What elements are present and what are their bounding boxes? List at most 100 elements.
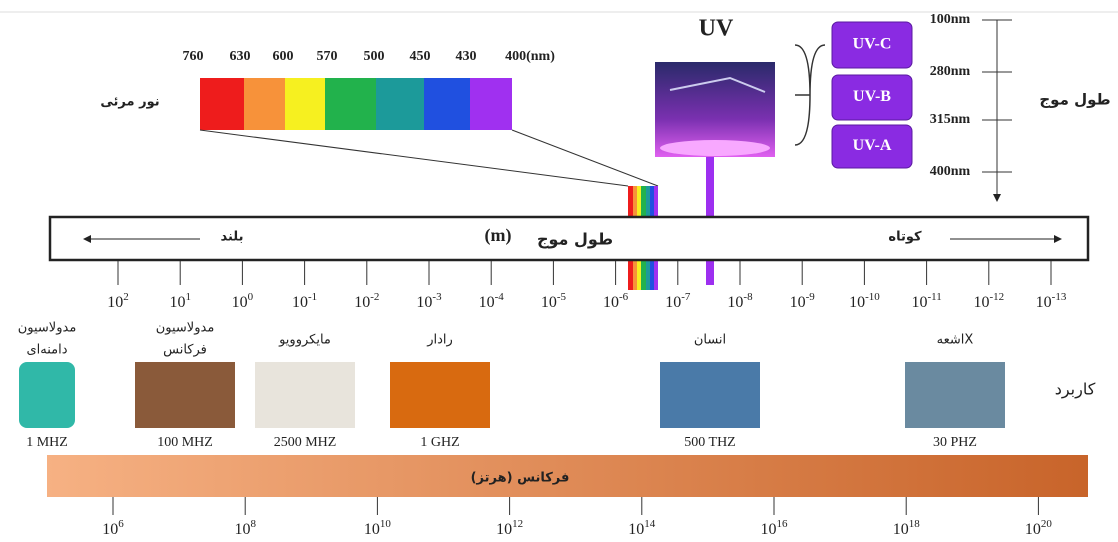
- visible-wavelength: 630: [230, 49, 251, 64]
- application-image: [135, 362, 235, 428]
- wavelength-tick-label-base: 10: [541, 294, 557, 311]
- uv-wavelength: 400nm: [930, 164, 971, 179]
- wavelength-tick-label: 10-8: [727, 291, 753, 311]
- wavelength-tick-label-exp: 1: [185, 291, 191, 303]
- wavelength-tick-label: 10-11: [911, 291, 941, 311]
- long-label: بلند: [220, 230, 243, 245]
- application-name: مایکروویو: [278, 333, 331, 348]
- wavelength-tick-label-exp: -2: [370, 291, 379, 303]
- frequency-tick-label: 1012: [496, 518, 523, 538]
- application-name: اشعهX: [937, 333, 974, 348]
- uv-band-box: [831, 21, 913, 69]
- wavelength-tick-label-base: 10: [292, 294, 308, 311]
- frequency-tick-label-exp: 18: [909, 518, 921, 530]
- visible-wavelength: 430: [456, 49, 477, 64]
- frequency-tick-label-exp: 14: [644, 518, 656, 530]
- application-frequency: 1 MHZ: [26, 435, 68, 450]
- frequency-tick-label-base: 10: [628, 521, 644, 538]
- wavelength-tick-label-exp: -13: [1052, 291, 1067, 303]
- wavelength-tick-label-base: 10: [479, 294, 495, 311]
- application-image: [390, 362, 490, 428]
- frequency-tick-label: 1016: [761, 518, 789, 538]
- short-label: کوتاه: [888, 230, 922, 245]
- wavelength-tick-label: 10-6: [603, 291, 629, 311]
- visible-wavelength: 500: [364, 49, 385, 64]
- wavelength-tick-label: 10-12: [973, 291, 1004, 311]
- wavelength-tick-label: 10-7: [665, 291, 691, 311]
- wavelength-tick-label-base: 10: [849, 294, 865, 311]
- wavelength-tick-label-exp: -11: [927, 291, 941, 303]
- wavelength-tick-label-exp: -6: [619, 291, 629, 303]
- wavelength-tick-label: 10-2: [354, 291, 379, 311]
- wavelength-tick-label-base: 10: [727, 294, 743, 311]
- wavelength-tick-label-base: 10: [665, 294, 681, 311]
- frequency-tick-label-exp: 20: [1041, 518, 1053, 530]
- wavelength-tick-label: 10-4: [479, 291, 505, 311]
- uv-axis-label: طول موج: [1039, 91, 1110, 109]
- wavelength-tick-label-exp: -4: [495, 291, 505, 303]
- wavelength-tick-label-exp: 0: [248, 291, 254, 303]
- wavelength-tick-label-base: 10: [911, 294, 927, 311]
- frequency-tick-label-exp: 8: [250, 518, 256, 530]
- wavelength-box: [48, 215, 1090, 262]
- wavelength-tick-label: 10-3: [416, 291, 442, 311]
- wavelength-tick-label-base: 10: [603, 294, 619, 311]
- application-name: فرکانس: [163, 343, 207, 358]
- wavelength-tick-label-base: 10: [354, 294, 370, 311]
- application-image: [660, 362, 760, 428]
- uv-band: UV-B: [853, 88, 891, 105]
- wavelength-tick-label-base: 10: [416, 294, 432, 311]
- frequency-tick-label-base: 10: [496, 521, 512, 538]
- wavelength-tick-label-exp: -5: [557, 291, 567, 303]
- wavelength-tick-label: 10-13: [1036, 291, 1067, 311]
- wavelength-tick-label-base: 10: [1036, 294, 1052, 311]
- applications-label: کاربرد: [1055, 380, 1096, 400]
- frequency-tick-label-exp: 10: [380, 518, 392, 530]
- frequency-tick-label: 1014: [628, 518, 656, 538]
- frequency-tick-label-exp: 16: [777, 518, 789, 530]
- uv-band-box: [831, 74, 913, 121]
- wavelength-tick-label-base: 10: [107, 294, 123, 311]
- application-frequency: 1 GHZ: [420, 435, 459, 450]
- application-image: [19, 362, 75, 428]
- wavelength-tick-label-base: 10: [169, 294, 185, 311]
- application-frequency: 30 PHZ: [933, 435, 977, 450]
- wavelength-tick-label-exp: -7: [681, 291, 691, 303]
- uv-band-box: [831, 124, 913, 169]
- wavelength-label: طول موج: [537, 230, 613, 249]
- wavelength-tick-label-exp: 2: [123, 291, 129, 303]
- application-frequency: 2500 MHZ: [274, 435, 337, 450]
- frequency-tick-label: 1018: [893, 518, 921, 538]
- frequency-tick-label-exp: 12: [512, 518, 523, 530]
- frequency-tick-label-base: 10: [893, 521, 909, 538]
- application-frequency: 100 MHZ: [157, 435, 213, 450]
- frequency-tick-label-base: 10: [761, 521, 777, 538]
- frequency-label: فرکانس (هرتز): [471, 471, 570, 486]
- wavelength-tick-label-exp: -8: [743, 291, 753, 303]
- wavelength-tick-label-exp: -10: [865, 291, 880, 303]
- visible-wavelength: 450: [410, 49, 431, 64]
- visible-wavelength: 400(nm): [505, 49, 555, 64]
- visible-wavelength: 570: [317, 49, 338, 64]
- frequency-tick-label: 106: [102, 518, 124, 538]
- wavelength-tick-label: 10-9: [790, 291, 816, 311]
- wavelength-tick-label-base: 10: [973, 294, 989, 311]
- frequency-tick-label-base: 10: [234, 521, 250, 538]
- application-frequency: 500 THZ: [684, 435, 735, 450]
- unit-label: (m): [485, 225, 512, 246]
- wavelength-tick-label-exp: -12: [989, 291, 1004, 303]
- wavelength-tick-label-base: 10: [790, 294, 806, 311]
- wavelength-tick-label: 10-10: [849, 291, 880, 311]
- frequency-tick-label-base: 10: [102, 521, 118, 538]
- uv-wavelength: 280nm: [930, 64, 971, 79]
- uv-title: UV: [699, 16, 734, 42]
- uv-wavelength: 315nm: [930, 112, 971, 127]
- uv-wavelength: 100nm: [930, 12, 971, 27]
- wavelength-tick-label: 101: [169, 291, 191, 311]
- wavelength-tick-label-exp: -3: [432, 291, 442, 303]
- uv-band: UV-C: [853, 36, 892, 53]
- frequency-tick-label: 1010: [364, 518, 392, 538]
- frequency-tick-label-exp: 6: [118, 518, 124, 530]
- application-name: مدولاسیون: [18, 321, 77, 336]
